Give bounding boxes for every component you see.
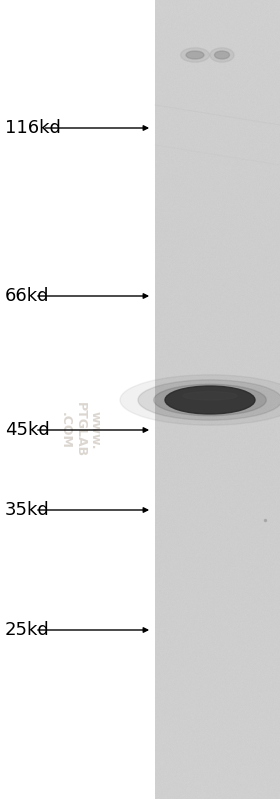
Ellipse shape xyxy=(165,386,255,414)
Text: 25kd: 25kd xyxy=(5,621,50,639)
Ellipse shape xyxy=(181,48,209,62)
Ellipse shape xyxy=(214,51,230,59)
Ellipse shape xyxy=(138,380,280,420)
Text: 45kd: 45kd xyxy=(5,421,50,439)
Text: 116kd: 116kd xyxy=(5,119,61,137)
Ellipse shape xyxy=(210,48,234,62)
Text: 66kd: 66kd xyxy=(5,287,50,305)
Ellipse shape xyxy=(186,51,204,59)
Ellipse shape xyxy=(154,384,266,415)
Ellipse shape xyxy=(183,392,237,400)
Text: 35kd: 35kd xyxy=(5,501,50,519)
Text: www.
PTGLAB
.COM: www. PTGLAB .COM xyxy=(59,403,101,458)
Ellipse shape xyxy=(120,375,280,425)
